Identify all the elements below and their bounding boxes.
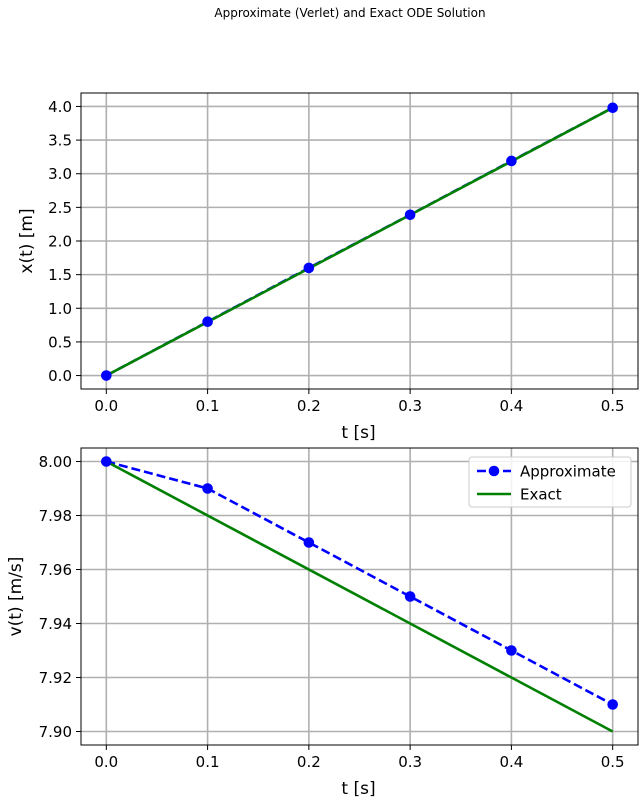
series-line-exact [105, 460, 614, 733]
y-tick-label-8: 4.0 [48, 98, 72, 116]
y-tick-label-1: 7.92 [39, 669, 72, 687]
x-tick-label-0: 0.0 [94, 397, 118, 415]
x-tick-label-2: 0.2 [297, 397, 321, 415]
x-axis-label: t [s] [341, 779, 375, 799]
x-tick-label-1: 0.1 [196, 753, 220, 771]
y-tick-label-5: 8.00 [39, 453, 72, 471]
chart-position: 0.0 0.1 0.2 0.3 0.4 0.5 0.0 0.5 1.0 1.5 2.0 2.5 3.0 3… [17, 92, 639, 443]
x-tick-label-5: 0.5 [601, 753, 625, 771]
y-axis-label: x(t) [m] [17, 208, 37, 273]
y-tick-label-4: 2.0 [48, 233, 72, 251]
y-tick-label-5: 2.5 [48, 199, 72, 217]
x-tick-label-1: 0.1 [196, 397, 220, 415]
data-point-approximate-5 [607, 699, 618, 710]
series-line-exact [105, 106, 614, 377]
y-tick-label-4: 7.98 [39, 507, 72, 525]
x-tick-label-4: 0.4 [499, 397, 523, 415]
y-axis-label: v(t) [m/s] [6, 557, 26, 637]
data-point-approximate-4 [506, 645, 517, 656]
legend-label-approximate: Approximate [520, 463, 616, 481]
data-point-approximate-1 [202, 483, 213, 494]
axes-frame [80, 447, 639, 746]
grid [81, 93, 638, 389]
figure-suptitle: Approximate (Verlet) and Exact ODE Solut… [214, 6, 485, 20]
y-tick-label-7: 3.5 [48, 132, 72, 150]
data-point-approximate-3 [404, 591, 416, 602]
legend-marker-approximate [488, 465, 500, 477]
x-tick-label-0: 0.0 [94, 753, 118, 771]
data-point-approximate-2 [303, 262, 315, 274]
data-point-approximate-0 [101, 456, 112, 467]
y-tick-label-1: 0.5 [48, 333, 72, 351]
data-point-approximate-1 [202, 316, 213, 328]
y-tick-label-2: 1.0 [48, 300, 72, 318]
legend: Approximate Exact [468, 456, 632, 508]
y-tick-label-0: 7.90 [39, 723, 72, 741]
series-line-approximate [105, 460, 614, 706]
x-tick-label-3: 0.3 [398, 753, 422, 771]
y-tick-label-3: 1.5 [48, 266, 72, 284]
y-tick-label-3: 7.96 [39, 561, 72, 579]
x-tick-label-3: 0.3 [398, 397, 422, 415]
y-tick-label-6: 3.0 [48, 165, 72, 183]
chart-velocity: 0.0 0.1 0.2 0.3 0.4 0.5 7.90 7.92 7.94 7.96 7.98 8.… [6, 447, 639, 799]
data-point-approximate-2 [303, 537, 315, 548]
charts-container: 0.0 0.1 0.2 0.3 0.4 0.5 0.0 0.5 1.0 1.5 2.0 2.5 3.0 3… [6, 92, 639, 799]
y-tick-label-0: 0.0 [48, 367, 72, 385]
data-point-approximate-3 [404, 209, 416, 221]
data-point-approximate-4 [506, 155, 517, 167]
x-axis-label: t [s] [341, 423, 375, 443]
x-tick-label-4: 0.4 [499, 753, 523, 771]
data-point-approximate-5 [607, 102, 618, 114]
x-tick-label-5: 0.5 [601, 397, 625, 415]
x-tick-label-2: 0.2 [297, 753, 321, 771]
legend-label-exact: Exact [520, 486, 562, 504]
data-point-approximate-0 [101, 370, 112, 381]
y-tick-label-2: 7.94 [39, 615, 72, 633]
